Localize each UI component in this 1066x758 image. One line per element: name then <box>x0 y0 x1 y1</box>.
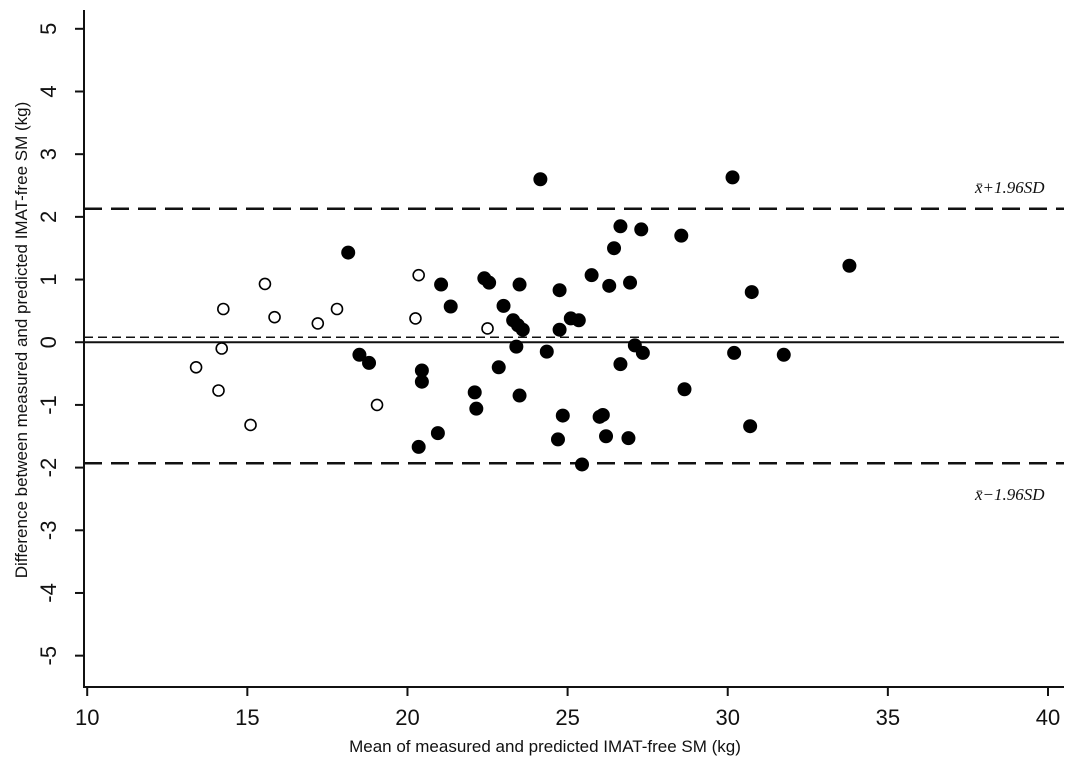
open-circle-point <box>215 342 229 355</box>
x-tick-label: 30 <box>715 705 739 730</box>
filled-circle-point <box>496 298 511 313</box>
y-axis-ticks: -5 -4 -3 -2 -1 0 1 2 3 4 5 <box>36 23 84 666</box>
filled-circle-point <box>352 347 367 362</box>
x-tick-label: 10 <box>75 705 99 730</box>
open-circle-point <box>481 322 494 335</box>
y-tick-label: 1 <box>36 273 61 285</box>
open-circle-point <box>370 398 384 412</box>
y-tick-label: 5 <box>36 23 61 35</box>
filled-circle-point <box>434 277 449 292</box>
filled-circle-point <box>571 313 586 328</box>
filled-circle-point <box>842 258 857 273</box>
data-points <box>189 170 857 472</box>
upper-limit-annotation: x̄+1.96SD <box>974 178 1045 197</box>
y-tick-label: -5 <box>36 646 61 666</box>
filled-circle-point <box>341 245 356 260</box>
x-axis-title: Mean of measured and predicted IMAT-free… <box>349 737 741 756</box>
filled-circle-point <box>552 322 567 337</box>
open-circle-point <box>244 418 257 432</box>
x-tick-label: 15 <box>235 705 259 730</box>
filled-circle-point <box>776 347 791 362</box>
filled-circle-point <box>613 219 628 234</box>
open-circle-point <box>212 384 225 397</box>
filled-circle-point <box>555 408 570 423</box>
x-axis-ticks: 10 15 20 25 30 35 40 <box>75 687 1060 730</box>
y-tick-label: 2 <box>36 211 61 223</box>
filled-circle-point <box>411 439 426 454</box>
filled-circle-point <box>602 278 617 293</box>
filled-circle-point <box>613 357 628 372</box>
y-tick-label: -2 <box>36 458 61 478</box>
filled-circle-point <box>599 429 614 444</box>
filled-circle-point <box>414 374 429 389</box>
open-circle-point <box>409 312 422 325</box>
plot-frame-bottom <box>83 686 1064 688</box>
y-tick-label: 3 <box>36 148 61 160</box>
x-tick-label: 35 <box>876 705 900 730</box>
filled-circle-point <box>482 275 497 290</box>
y-tick-label: -1 <box>36 395 61 415</box>
x-tick-label: 20 <box>395 705 419 730</box>
reference-lines <box>84 207 1064 465</box>
filled-circle-point <box>621 431 636 446</box>
filled-circle-point <box>584 268 599 283</box>
filled-circle-point <box>595 407 610 422</box>
open-circle-point <box>330 302 344 316</box>
filled-circle-point <box>539 344 554 359</box>
open-circle-point <box>412 268 425 282</box>
x-tick-label: 25 <box>555 705 579 730</box>
filled-circle-point <box>512 388 527 403</box>
lower-limit-annotation: x̄−1.96SD <box>974 485 1045 504</box>
plot-frame-left <box>83 10 85 688</box>
filled-circle-point <box>509 339 524 354</box>
filled-circle-point <box>743 419 758 434</box>
filled-circle-point <box>443 299 458 314</box>
filled-circle-point <box>677 382 692 397</box>
filled-circle-point <box>550 432 565 447</box>
y-tick-label: 0 <box>36 336 61 348</box>
filled-circle-point <box>635 345 650 360</box>
filled-circle-point <box>727 345 742 360</box>
filled-circle-point <box>512 277 527 292</box>
filled-circle-point <box>362 355 377 370</box>
y-tick-label: -3 <box>36 521 61 541</box>
open-circle-point <box>217 302 230 316</box>
open-circle-point <box>189 361 203 374</box>
filled-circle-point <box>634 222 649 237</box>
filled-circle-point <box>575 457 590 472</box>
filled-circle-point <box>533 172 548 187</box>
filled-circle-point <box>515 322 530 337</box>
filled-circle-point <box>607 241 622 256</box>
open-circle-point <box>311 317 325 330</box>
open-circle-point <box>268 310 281 324</box>
y-tick-label: -4 <box>36 583 61 603</box>
filled-circle-point <box>725 170 740 185</box>
x-tick-label: 40 <box>1036 705 1060 730</box>
y-tick-label: 4 <box>36 85 61 97</box>
filled-circle-point <box>552 283 567 298</box>
filled-circle-point <box>469 401 484 416</box>
filled-circle-point <box>674 228 689 243</box>
filled-circle-point <box>744 285 759 300</box>
y-axis-title: Difference between measured and predicte… <box>12 102 31 579</box>
filled-circle-point <box>623 275 638 290</box>
filled-circle-point <box>491 360 506 375</box>
filled-circle-point <box>430 426 445 441</box>
filled-circle-point <box>467 385 482 400</box>
open-circle-point <box>258 277 272 291</box>
